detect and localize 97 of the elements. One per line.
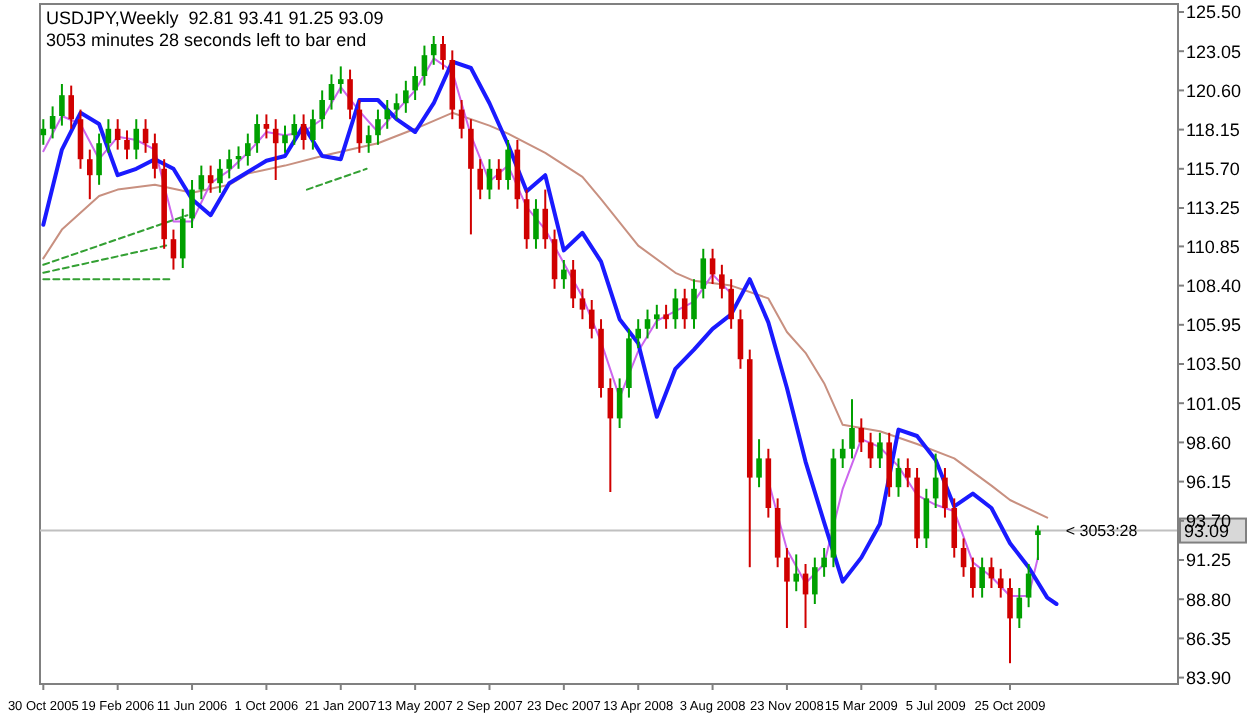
candlestick: [570, 259, 576, 309]
candlestick: [179, 207, 186, 269]
candlestick: [300, 113, 307, 151]
candlestick: [886, 431, 892, 498]
candlestick: [505, 139, 511, 191]
candlestick: [198, 164, 205, 201]
candlestick: [970, 556, 976, 599]
candlestick: [588, 299, 595, 340]
y-tick-label: 123.05: [1186, 41, 1242, 62]
candlestick: [254, 113, 260, 154]
candlestick: [923, 487, 930, 549]
candlestick: [635, 318, 641, 349]
candlestick: [523, 188, 530, 250]
candlestick: [124, 129, 130, 161]
candlestick: [951, 497, 958, 559]
y-tick-label: 101.05: [1186, 393, 1242, 414]
candlestick: [468, 118, 474, 236]
candlestick: [403, 79, 409, 114]
candlestick: [551, 228, 558, 290]
y-tick-label: 86.35: [1186, 628, 1232, 649]
candlestick: [226, 148, 233, 180]
candlestick: [496, 158, 502, 191]
annotation: < 3053:28: [1065, 522, 1139, 541]
candlestick: [579, 287, 586, 321]
y-tick-label: 118.15: [1186, 119, 1240, 140]
candlestick: [644, 308, 651, 340]
candlestick: [430, 35, 437, 66]
candlestick: [49, 105, 56, 140]
y-tick-label: 110.85: [1186, 236, 1240, 257]
candlestick: [189, 179, 195, 229]
y-tick-label: 105.95: [1186, 315, 1242, 336]
candlestick: [282, 124, 288, 154]
candlestick: [672, 287, 679, 330]
y-tick-label: 115.70: [1186, 159, 1240, 180]
candlestick: [904, 457, 911, 489]
y-tick-label: 113.25: [1186, 198, 1240, 219]
candlestick: [486, 158, 493, 201]
line-series: [42, 111, 1049, 519]
candlestick: [393, 92, 400, 121]
candlestick: [709, 247, 716, 285]
y-tick-label: 88.80: [1186, 589, 1232, 610]
text: 3053 minutes 28 seconds left to bar end: [46, 30, 367, 50]
candlestick: [997, 567, 1004, 599]
candlestick: [375, 108, 381, 146]
candlestick: [412, 65, 418, 101]
candlestick: [654, 303, 660, 330]
candlestick: [152, 132, 158, 180]
candlestick: [1035, 524, 1041, 561]
candlestick: [691, 278, 697, 330]
candlestick: [812, 556, 818, 605]
candlestick: [533, 198, 539, 250]
candlestick: [1025, 563, 1032, 609]
candlestick: [477, 158, 483, 201]
candlestick: [737, 308, 744, 370]
candlestick: [877, 431, 883, 469]
candlestick: [867, 431, 874, 469]
candlestick: [310, 108, 316, 151]
candlestick: [784, 547, 790, 629]
candlestick: [728, 278, 734, 330]
candlestick: [263, 113, 270, 140]
y-tick-label: 96.15: [1186, 471, 1232, 492]
candlestick: [337, 65, 344, 95]
candlestick: [384, 99, 391, 130]
candlestick: [319, 89, 325, 130]
candlestick: [59, 83, 65, 127]
candlestick: [96, 132, 102, 186]
candlestick: [719, 263, 725, 300]
candlestick: [217, 158, 223, 194]
candlestick: [87, 148, 93, 201]
candlestick: [979, 556, 985, 599]
candlestick: [421, 44, 428, 87]
candlestick: [245, 132, 251, 167]
candlestick: [663, 303, 669, 330]
y-tick-label: 108.40: [1186, 275, 1242, 296]
y-tick-label: 91.25: [1186, 550, 1232, 571]
y-tick-label: 83.90: [1186, 667, 1232, 688]
candlestick: [681, 287, 688, 330]
candlestick: [68, 84, 74, 130]
candlestick: [440, 35, 446, 71]
candlestick: [700, 247, 707, 300]
candlestick: [1007, 577, 1013, 665]
candlestick: [77, 108, 84, 170]
candlestick: [793, 553, 800, 593]
y-tick-label: 98.60: [1186, 432, 1232, 453]
chart-title: USDJPY,Weekly 92.81 93.41 91.25 93.09: [46, 8, 384, 28]
candlestick: [942, 467, 948, 519]
candlestick: [328, 73, 335, 111]
y-tick-label: 103.50: [1186, 354, 1242, 375]
y-tick-label: 120.60: [1186, 80, 1242, 101]
candlestick: [561, 259, 567, 290]
y-tick-label: 125.50: [1186, 2, 1242, 23]
candlestick: [347, 68, 353, 121]
candlestick: [821, 547, 827, 578]
candlestick: [542, 188, 549, 250]
candlestick: [133, 118, 140, 161]
candlestick: [756, 438, 762, 489]
candlestick: [849, 398, 855, 460]
